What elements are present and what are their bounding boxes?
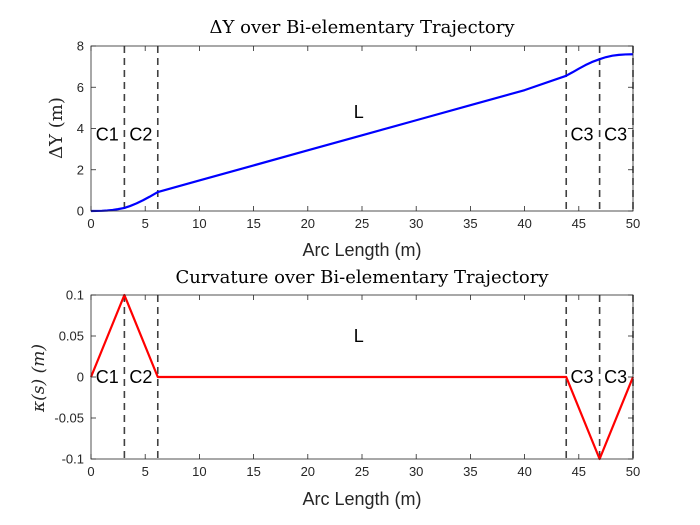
- delta-y-segment-label: C2: [129, 125, 152, 145]
- curvature-x-tick-label: 5: [142, 464, 149, 479]
- curvature-y-tick-label: -0.1: [62, 452, 84, 467]
- curvature-y-tick-label: -0.05: [54, 411, 84, 426]
- delta-y-x-tick-label: 45: [572, 216, 586, 231]
- curvature-y-tick-label: 0.1: [66, 288, 84, 303]
- curvature-y-tick-label: 0.05: [59, 329, 84, 344]
- curvature-x-tick-label: 50: [626, 464, 640, 479]
- curvature-segment-label: C2: [129, 367, 152, 387]
- delta-y-x-tick-label: 15: [246, 216, 260, 231]
- delta-y-x-tick-label: 30: [409, 216, 423, 231]
- delta-y-y-tick-label: 2: [77, 162, 84, 177]
- curvature-segment-label: L: [354, 326, 364, 346]
- delta-y-y-tick-label: 4: [77, 121, 84, 136]
- delta-y-axes-box: [90, 45, 634, 212]
- curvature-segment-label: C1: [96, 367, 119, 387]
- curvature-x-axis-label: Arc Length (m): [302, 489, 421, 509]
- delta-y-x-tick-label: 40: [517, 216, 531, 231]
- curvature-x-tick-label: 0: [87, 464, 94, 479]
- curvature-panel: Curvature over Bi-elementary Trajectory …: [29, 267, 640, 509]
- delta-y-x-tick-label: 35: [463, 216, 477, 231]
- curvature-segment-label: C3: [604, 367, 627, 387]
- delta-y-segment-label: L: [354, 102, 364, 122]
- delta-y-x-tick-label: 0: [87, 216, 94, 231]
- curvature-x-tick-label: 45: [572, 464, 586, 479]
- delta-y-series-line: [90, 53, 634, 213]
- delta-y-y-axis-label: ΔY (m): [46, 97, 67, 159]
- curvature-x-tick-label: 10: [192, 464, 206, 479]
- curvature-x-tick-label: 40: [517, 464, 531, 479]
- delta-y-y-tick-label: 8: [77, 39, 84, 54]
- delta-y-x-tick-label: 50: [626, 216, 640, 231]
- delta-y-x-tick-label: 20: [301, 216, 315, 231]
- curvature-x-tick-label: 35: [463, 464, 477, 479]
- curvature-x-tick-label: 20: [301, 464, 315, 479]
- delta-y-x-tick-label: 5: [142, 216, 149, 231]
- curvature-series-line: [89, 293, 635, 461]
- curvature-segment-label: C3: [571, 367, 594, 387]
- delta-y-title: ΔY over Bi-elementary Trajectory: [210, 17, 516, 38]
- delta-y-y-tick-label: 6: [77, 80, 84, 95]
- delta-y-x-tick-label: 10: [192, 216, 206, 231]
- delta-y-x-tick-label: 25: [355, 216, 369, 231]
- curvature-x-tick-label: 30: [409, 464, 423, 479]
- delta-y-panel: ΔY over Bi-elementary Trajectory C1 C2 L C3…: [46, 17, 640, 260]
- delta-y-y-tick-label: 0: [77, 204, 84, 219]
- curvature-y-tick-label: 0: [77, 370, 84, 385]
- curvature-title: Curvature over Bi-elementary Trajectory: [175, 267, 549, 288]
- curvature-x-tick-label: 25: [355, 464, 369, 479]
- delta-y-segment-label: C3: [604, 125, 627, 145]
- delta-y-segment-label: C3: [571, 125, 594, 145]
- curvature-y-axis-label: κ(s) (m): [29, 344, 49, 413]
- delta-y-segment-label: C1: [96, 125, 119, 145]
- curvature-x-tick-label: 15: [246, 464, 260, 479]
- delta-y-x-axis-label: Arc Length (m): [302, 240, 421, 260]
